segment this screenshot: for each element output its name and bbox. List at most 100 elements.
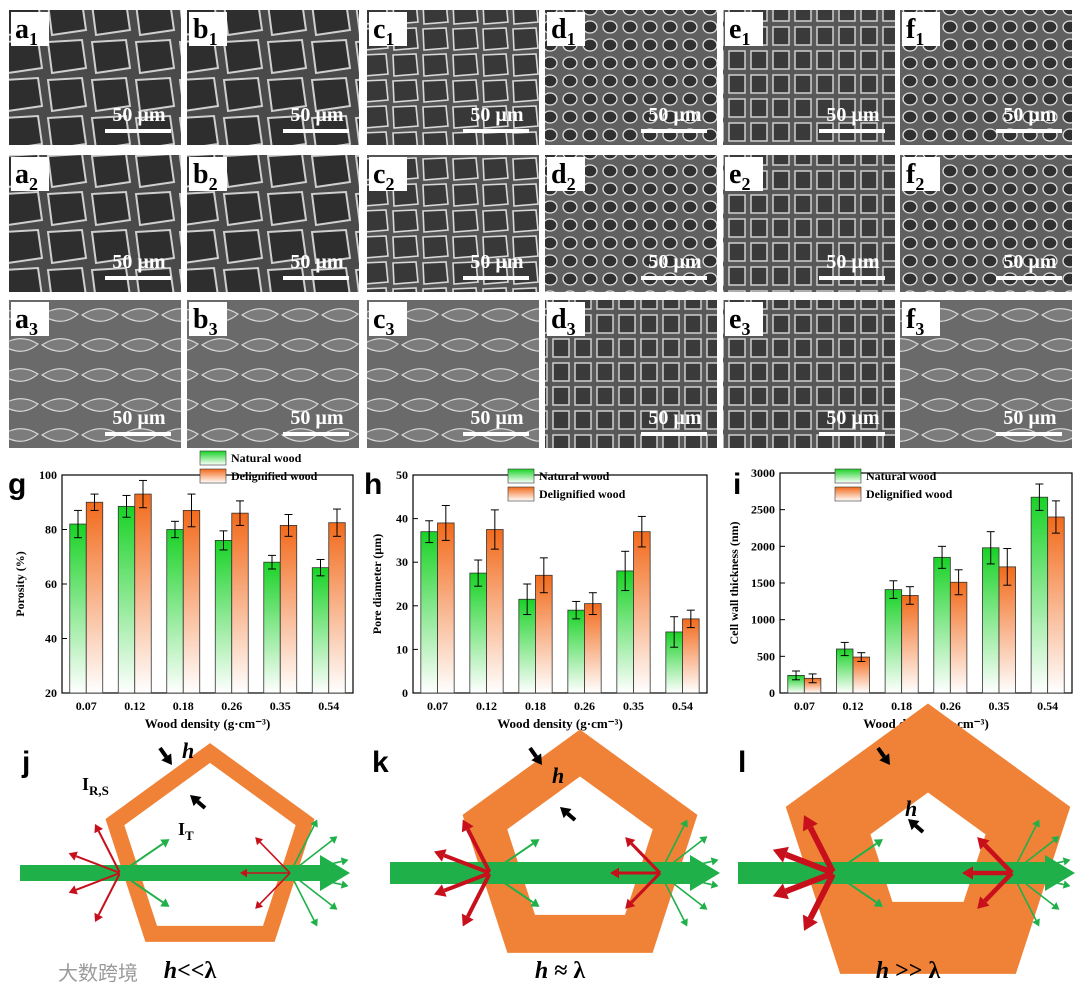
scatter-arrow bbox=[97, 872, 121, 916]
scatter-arrow-head bbox=[680, 918, 688, 927]
scatter-arrow bbox=[289, 872, 315, 921]
y-tick-label: 0 bbox=[402, 686, 408, 700]
scatter-arrow-head bbox=[1051, 902, 1060, 910]
scatter-arrow bbox=[1011, 825, 1037, 874]
x-tick-label: 0.26 bbox=[221, 699, 242, 713]
x-tick-label: 0.07 bbox=[76, 699, 97, 713]
scale-bar bbox=[996, 276, 1062, 280]
scatter-arrow-head bbox=[710, 880, 719, 889]
y-tick-label: 50 bbox=[396, 468, 408, 482]
legend-swatch bbox=[507, 486, 535, 502]
scale-bar bbox=[105, 129, 171, 133]
scatter-arrow bbox=[259, 841, 291, 874]
scatter-arrow bbox=[983, 871, 1014, 903]
x-tick-label: 0.26 bbox=[940, 699, 961, 713]
scale-bar bbox=[819, 129, 885, 133]
scatter-arrow-head bbox=[240, 868, 247, 878]
x-tick-label: 0.35 bbox=[623, 699, 644, 713]
scale-bar-label: 50 µm bbox=[112, 104, 166, 126]
legend-label: Delignified wood bbox=[231, 469, 318, 483]
scatter-arrow-head bbox=[977, 896, 990, 909]
y-tick-label: 30 bbox=[396, 555, 408, 569]
scatter-arrow-head bbox=[530, 839, 540, 848]
panel-label-box bbox=[11, 157, 49, 191]
x-tick-label: 0.07 bbox=[794, 699, 815, 713]
y-tick-label: 3000 bbox=[751, 466, 775, 480]
scatter-arrow-head bbox=[625, 898, 636, 909]
schematic-j: j h IR,S IT h<<λ bbox=[20, 738, 350, 984]
x-tick-label: 0.12 bbox=[476, 699, 497, 713]
panel-label-box bbox=[725, 157, 763, 191]
scatter-arrow-head bbox=[461, 913, 474, 927]
scatter-arrow-head bbox=[1032, 918, 1040, 927]
scatter-arrow bbox=[983, 843, 1014, 875]
bar-delignified bbox=[182, 510, 201, 694]
scatter-arrow-head bbox=[772, 883, 789, 900]
panel-label-box bbox=[902, 12, 940, 46]
scale-bar-label: 50 µm bbox=[290, 104, 344, 126]
scatter-arrow bbox=[832, 842, 877, 874]
scatter-arrow-head bbox=[68, 885, 78, 895]
legend-swatch bbox=[834, 468, 862, 484]
y-axis-label: Porosity (%) bbox=[13, 551, 27, 616]
scale-bar bbox=[996, 129, 1062, 133]
chart-panel-label: h bbox=[364, 468, 382, 501]
scatter-arrow bbox=[75, 855, 121, 874]
scatter-arrow-head bbox=[1032, 819, 1040, 828]
scatter-arrow-head bbox=[255, 837, 264, 846]
x-tick-label: 0.07 bbox=[427, 699, 448, 713]
scatter-arrow-head bbox=[310, 819, 318, 828]
x-tick-label: 0.35 bbox=[989, 699, 1010, 713]
panel-label-box bbox=[725, 302, 763, 336]
thickness-arrow-head bbox=[879, 753, 890, 765]
transmit-label: IT bbox=[178, 819, 194, 843]
y-tick-label: 10 bbox=[396, 642, 408, 656]
bar-delignified bbox=[85, 501, 104, 694]
chart-panel-label: i bbox=[733, 468, 741, 501]
thickness-arrow-head bbox=[161, 753, 172, 765]
y-tick-label: 60 bbox=[45, 577, 57, 591]
bar-delignified bbox=[584, 603, 602, 694]
scale-bar-label: 50 µm bbox=[470, 407, 524, 429]
bar-delignified bbox=[998, 566, 1016, 694]
scatter-arrow-head bbox=[329, 836, 338, 844]
bar-natural bbox=[469, 572, 487, 694]
watermark: 大数跨境 bbox=[58, 961, 138, 985]
panel-label-box bbox=[369, 157, 407, 191]
panel-label-box bbox=[11, 302, 49, 336]
scatter-arrow-head bbox=[542, 868, 550, 878]
regime-caption: h ≈ λ bbox=[535, 958, 586, 984]
scattering-schematics: j h IR,S IT h<<λ k h h ≈ λ l h h >> λ 大数跨境 bbox=[20, 703, 1075, 985]
panel-label-box bbox=[547, 12, 585, 46]
scatter-arrow-head bbox=[873, 898, 884, 907]
thickness-arrow bbox=[158, 746, 168, 758]
bar-natural bbox=[420, 531, 438, 694]
scatter-arrow bbox=[807, 871, 837, 920]
bar-natural bbox=[933, 556, 951, 694]
scatter-arrow bbox=[289, 872, 342, 886]
bar-natural bbox=[982, 547, 1000, 694]
scale-bar-label: 50 µm bbox=[290, 251, 344, 273]
legend-swatch bbox=[199, 450, 227, 466]
y-tick-label: 20 bbox=[396, 599, 408, 613]
legend-label: Delignified wood bbox=[866, 487, 953, 501]
x-axis-label: Wood density (g·cm⁻³) bbox=[497, 716, 623, 731]
scale-bar bbox=[641, 276, 707, 280]
scatter-arrow bbox=[119, 872, 164, 904]
bar-delignified bbox=[682, 618, 700, 694]
thickness-arrow-head bbox=[190, 795, 202, 807]
scale-bar-label: 50 µm bbox=[112, 251, 166, 273]
scale-bar bbox=[641, 432, 707, 436]
scale-bar-label: 50 µm bbox=[1003, 407, 1057, 429]
scatter-arrow-head bbox=[160, 839, 170, 848]
x-tick-label: 0.18 bbox=[173, 699, 194, 713]
panel-label-box bbox=[547, 302, 585, 336]
scatter-arrow-head bbox=[680, 819, 688, 828]
scale-bar-label: 50 µm bbox=[648, 407, 702, 429]
